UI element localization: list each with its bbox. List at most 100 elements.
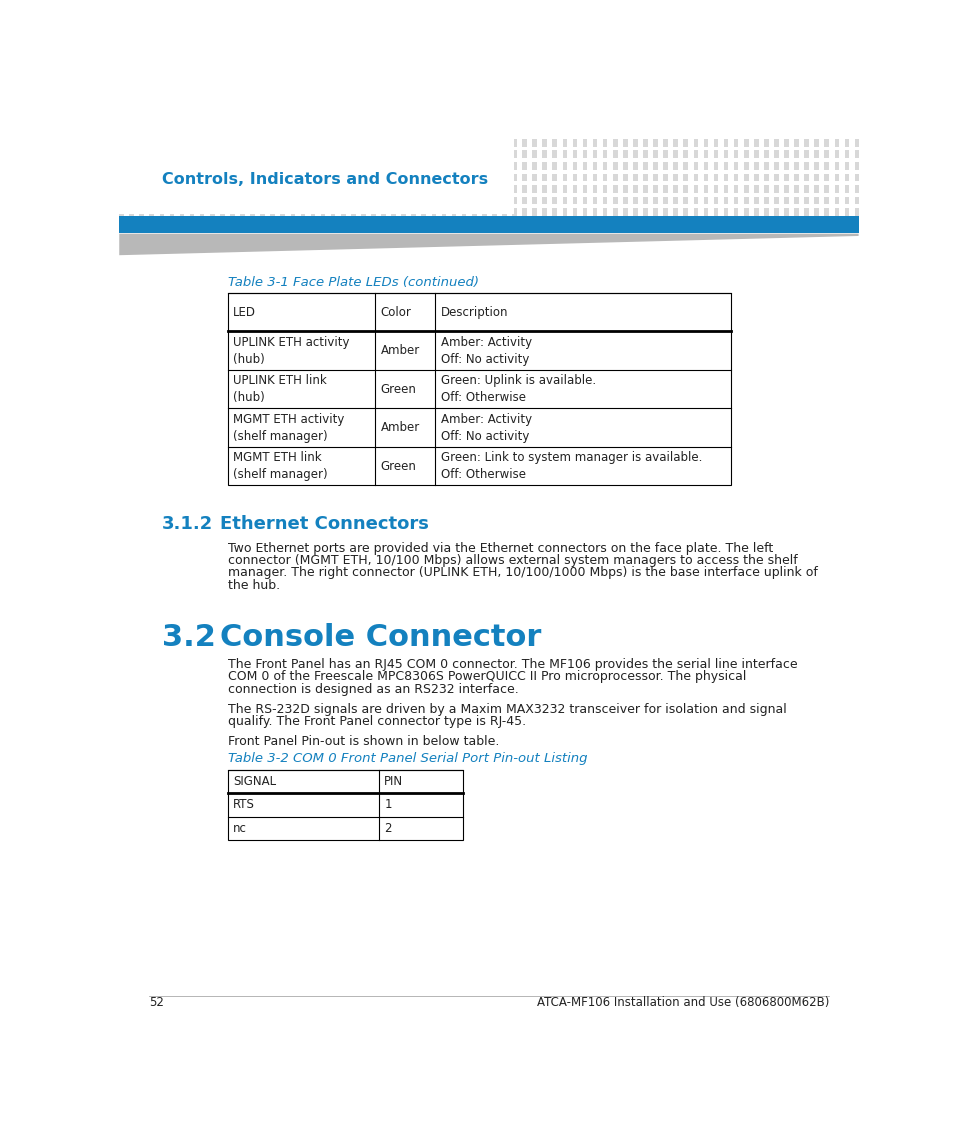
Text: Console Connector: Console Connector [220, 623, 540, 653]
Bar [863, 197, 868, 205]
Bar [210, 163, 214, 169]
Bar [461, 197, 466, 205]
Bar [773, 150, 778, 158]
Bar [381, 185, 385, 192]
Bar [773, 174, 778, 181]
Bar [642, 174, 647, 181]
Bar [472, 197, 476, 205]
Bar [823, 208, 828, 216]
Bar [682, 150, 687, 158]
Bar [642, 163, 647, 169]
Bar [642, 208, 647, 216]
Bar [139, 197, 144, 205]
Bar [572, 174, 577, 181]
Bar [682, 197, 687, 205]
Bar [311, 150, 315, 158]
Bar [572, 163, 577, 169]
Bar [130, 208, 133, 216]
Bar [763, 139, 768, 147]
Bar [300, 139, 305, 147]
Bar [481, 185, 486, 192]
Bar [199, 163, 204, 169]
Bar [743, 174, 748, 181]
Bar [431, 185, 436, 192]
Bar [300, 185, 305, 192]
Bar [794, 197, 798, 205]
Bar [612, 208, 617, 216]
Bar [633, 139, 637, 147]
Bar [622, 139, 627, 147]
Bar [300, 150, 305, 158]
Text: 1: 1 [384, 798, 392, 812]
Bar [360, 197, 365, 205]
Bar [552, 139, 557, 147]
Text: MGMT ETH link: MGMT ETH link [233, 451, 321, 464]
Bar [199, 174, 204, 181]
Bar [783, 197, 788, 205]
Bar [863, 174, 868, 181]
Bar [501, 174, 506, 181]
Bar [602, 139, 607, 147]
Bar [452, 197, 456, 205]
Bar [532, 163, 537, 169]
Bar [653, 174, 658, 181]
Bar [351, 197, 355, 205]
Bar [863, 185, 868, 192]
Bar [340, 185, 345, 192]
Bar [794, 174, 798, 181]
Bar [340, 208, 345, 216]
Bar [743, 139, 748, 147]
Bar [190, 185, 194, 192]
Bar [723, 185, 728, 192]
Bar [521, 197, 526, 205]
Bar [521, 185, 526, 192]
Bar [592, 208, 597, 216]
Bar [532, 208, 537, 216]
Bar [492, 163, 497, 169]
Bar [492, 174, 497, 181]
Bar [562, 150, 567, 158]
Bar [320, 197, 325, 205]
Bar [210, 185, 214, 192]
Bar [733, 208, 738, 216]
Bar [602, 174, 607, 181]
Bar [633, 150, 637, 158]
Bar [170, 163, 174, 169]
Bar [622, 174, 627, 181]
Bar [260, 208, 265, 216]
Bar [834, 139, 839, 147]
Bar [250, 197, 254, 205]
Bar [452, 163, 456, 169]
Bar [582, 163, 587, 169]
Bar [190, 197, 194, 205]
Bar [371, 150, 375, 158]
Bar [633, 163, 637, 169]
Bar [723, 150, 728, 158]
Bar [843, 150, 848, 158]
Bar [693, 174, 698, 181]
Text: 2: 2 [384, 822, 392, 835]
Bar [270, 163, 274, 169]
Bar [452, 174, 456, 181]
Bar [401, 139, 406, 147]
Bar [703, 208, 707, 216]
Bar [773, 163, 778, 169]
Bar [803, 150, 808, 158]
Bar [250, 139, 254, 147]
Bar [291, 139, 294, 147]
Bar [783, 139, 788, 147]
Bar [753, 139, 758, 147]
Bar [190, 174, 194, 181]
Bar [753, 197, 758, 205]
Bar [814, 163, 819, 169]
Text: 3.2: 3.2 [162, 623, 215, 653]
Bar [159, 163, 164, 169]
Bar [331, 185, 335, 192]
Bar [431, 174, 436, 181]
Bar [542, 208, 546, 216]
Text: MGMT ETH activity: MGMT ETH activity [233, 412, 344, 426]
Bar [119, 174, 124, 181]
Bar [280, 139, 285, 147]
Bar [501, 139, 506, 147]
Bar [783, 185, 788, 192]
